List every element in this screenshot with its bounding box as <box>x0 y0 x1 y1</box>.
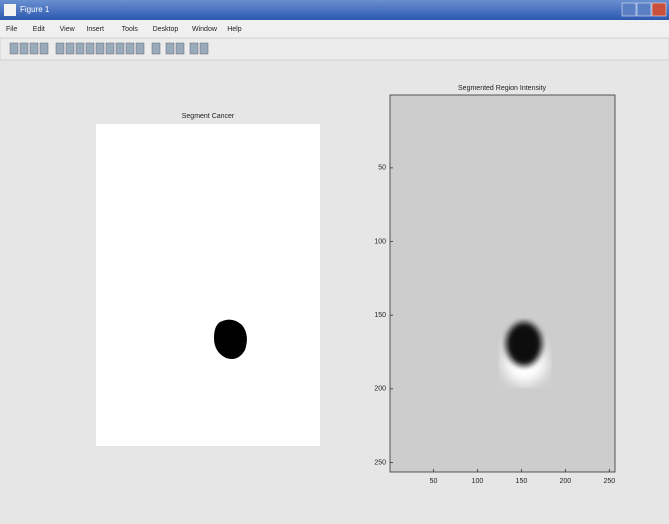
y-tick-label: 50 <box>378 165 386 172</box>
toolbar-button[interactable] <box>30 43 38 54</box>
maximize-button[interactable] <box>637 3 651 16</box>
toolbar-button[interactable] <box>190 43 198 54</box>
toolbar-button[interactable] <box>136 43 144 54</box>
x-tick-label: 50 <box>430 478 438 485</box>
window-canvas: Figure 1 File Edit View Insert Tools Desktop W… <box>0 0 669 524</box>
y-tick-label: 250 <box>374 459 386 466</box>
toolbar-button[interactable] <box>96 43 104 54</box>
minimize-button[interactable] <box>622 3 636 16</box>
window-title: Figure 1 <box>20 5 50 14</box>
matlab-window: Figure 1 File Edit View Insert Tools Desktop W… <box>0 0 669 524</box>
menu-item[interactable]: View <box>60 26 76 33</box>
toolbar-button[interactable] <box>20 43 28 54</box>
plot-title: Segment Cancer <box>182 113 235 120</box>
toolbar-button[interactable] <box>40 43 48 54</box>
toolbar-button[interactable] <box>76 43 84 54</box>
plot-title: Segmented Region Intensity <box>458 85 546 92</box>
segment-image <box>96 124 320 446</box>
x-tick-label: 150 <box>516 478 528 485</box>
toolbar-button[interactable] <box>106 43 114 54</box>
toolbar-button[interactable] <box>10 43 18 54</box>
toolbar-button[interactable] <box>166 43 174 54</box>
toolbar-button[interactable] <box>116 43 124 54</box>
toolbar-button[interactable] <box>86 43 94 54</box>
toolbar-button[interactable] <box>176 43 184 54</box>
x-tick-label: 100 <box>472 478 484 485</box>
y-tick-label: 150 <box>374 312 386 319</box>
menu-item[interactable]: Help <box>227 26 242 33</box>
menu-item[interactable]: Insert <box>86 26 104 33</box>
title-bar <box>0 0 669 20</box>
toolbar-button[interactable] <box>66 43 74 54</box>
menu-item[interactable]: Edit <box>33 26 45 33</box>
x-tick-label: 200 <box>559 478 571 485</box>
toolbar-button[interactable] <box>152 43 160 54</box>
toolbar-button[interactable] <box>126 43 134 54</box>
app-icon <box>4 4 16 16</box>
y-tick-label: 100 <box>374 238 386 245</box>
toolbar-button[interactable] <box>200 43 208 54</box>
menu-item[interactable]: Desktop <box>153 26 179 33</box>
menu-item[interactable]: Window <box>192 26 218 33</box>
toolbar-button[interactable] <box>56 43 64 54</box>
menu-item[interactable]: Tools <box>122 26 139 33</box>
x-tick-label: 250 <box>603 478 615 485</box>
intensity-image <box>390 95 615 472</box>
y-tick-label: 200 <box>374 386 386 393</box>
dark-region <box>506 322 542 366</box>
close-button[interactable] <box>652 3 666 16</box>
menu-item[interactable]: File <box>6 26 17 33</box>
